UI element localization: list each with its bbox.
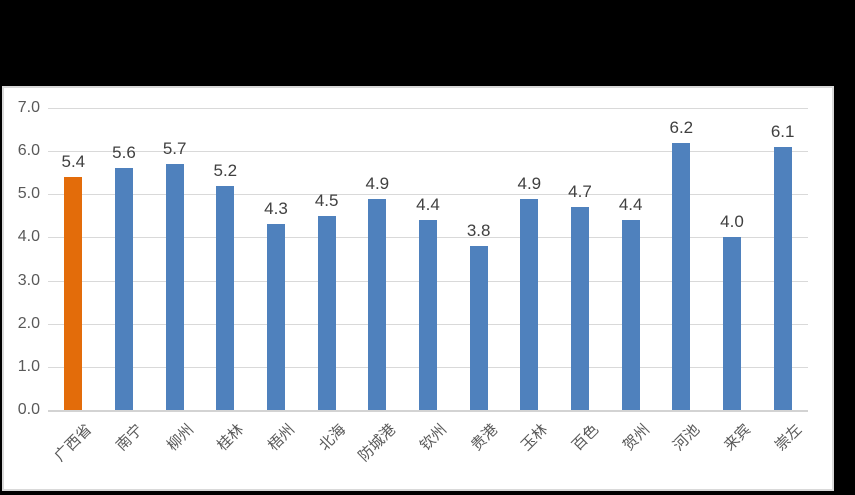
- bar-value-label: 4.0: [720, 212, 744, 232]
- bar: [317, 215, 336, 410]
- y-axis-tick-label: 5.0: [17, 185, 40, 203]
- y-axis-tick-label: 6.0: [17, 142, 40, 160]
- bar-value-label: 3.8: [466, 221, 491, 241]
- x-axis-category-label: 南宁: [112, 421, 147, 455]
- bar-value-label: 4.4: [618, 195, 643, 215]
- x-axis-category-label: 玉林: [518, 421, 552, 455]
- x-axis-category-label: 桂林: [214, 421, 248, 455]
- y-axis-tick-label: 1.0: [17, 357, 40, 375]
- bar-value-label: 6.2: [669, 117, 694, 137]
- bar-value-label: 4.9: [517, 173, 542, 193]
- bar-value-label: 5.4: [61, 152, 86, 172]
- x-axis: 广西省 南宁 柳州 桂林 梧州 北海 防城港 钦州 贵港 玉林 百色 贺州 河池 来宾 崇左: [4, 88, 832, 489]
- gridline: [48, 194, 808, 196]
- y-axis-tick-label: 0.0: [17, 401, 40, 418]
- bar-value-label: 5.7: [162, 139, 187, 159]
- gridline: [48, 108, 808, 109]
- x-axis-category-label: 贵港: [467, 421, 501, 455]
- x-axis-category-label: 北海: [315, 421, 349, 455]
- bar: [520, 198, 539, 410]
- x-axis-category-label: 河池: [670, 421, 704, 455]
- y-axis-tick-label: 2.0: [17, 314, 40, 332]
- bar: [165, 164, 184, 410]
- y-axis-tick-label: 7.0: [17, 99, 40, 116]
- x-axis-category-label: 广西省: [51, 421, 96, 465]
- bar: [723, 237, 741, 410]
- bar: [419, 220, 437, 410]
- bar-value-label: 5.6: [112, 143, 136, 163]
- bar: [571, 207, 589, 410]
- bar-value-label: 5.2: [213, 160, 238, 180]
- x-axis-line: [48, 410, 808, 412]
- bar: [115, 168, 133, 410]
- x-axis-category-label: 防城港: [355, 421, 400, 465]
- x-axis-category-label: 崇左: [771, 421, 805, 455]
- y-axis: 7.0 6.0 5.0 4.0 3.0 2.0 1.0 0.0: [4, 88, 832, 489]
- bar: [368, 198, 387, 410]
- y-axis-tick-label: 3.0: [17, 271, 40, 289]
- x-axis-category-label: 梧州: [264, 421, 299, 455]
- bar-value-label: 4.7: [568, 182, 592, 202]
- bar-value-label: 6.1: [770, 121, 795, 141]
- x-axis-category-label: 钦州: [416, 421, 451, 455]
- bar: [469, 246, 488, 410]
- gridline: [48, 151, 808, 153]
- bar-chart-panel: 7.0 6.0 5.0 4.0 3.0 2.0 1.0 0.0 5.4 5.6 5.7 5.2 4.3…: [2, 86, 834, 491]
- bar: [216, 185, 235, 410]
- x-axis-category-label: 来宾: [720, 421, 755, 455]
- plot-area: 5.4 5.6 5.7 5.2 4.3 4.5 4.9 4.4 3.8 4.9 4.7 4.4 6.2 4…: [4, 88, 832, 489]
- bar-value-label: 4.4: [416, 195, 440, 215]
- bar-value-label: 4.3: [264, 199, 288, 219]
- bar-value-label: 4.5: [314, 190, 339, 210]
- bar: [267, 224, 285, 410]
- x-axis-category-label: 百色: [568, 421, 603, 455]
- x-axis-category-label: 柳州: [163, 421, 197, 455]
- bar: [672, 142, 691, 410]
- bar-value-label: 4.9: [365, 173, 390, 193]
- bar: [621, 220, 640, 410]
- y-axis-tick-label: 4.0: [17, 228, 40, 246]
- bar-highlighted: [64, 177, 83, 410]
- bar: [773, 146, 792, 410]
- x-axis-category-label: 贺州: [619, 421, 653, 455]
